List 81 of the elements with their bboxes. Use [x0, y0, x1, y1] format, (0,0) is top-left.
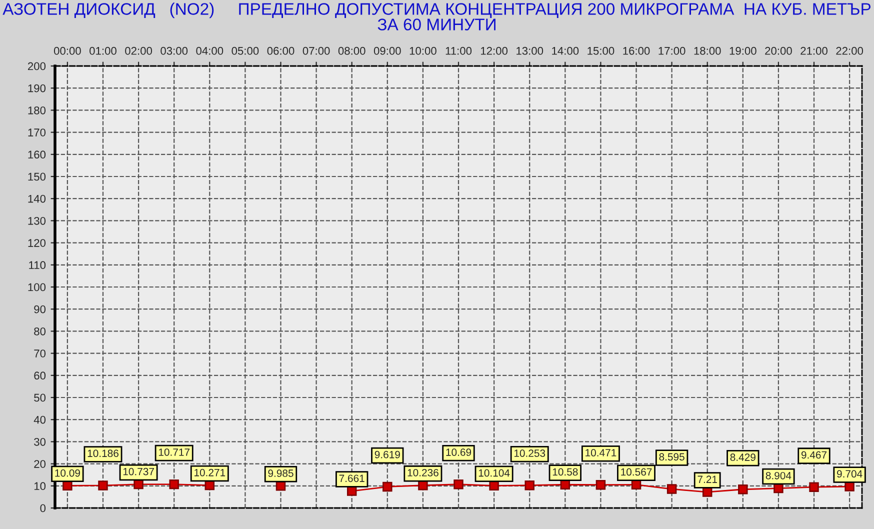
y-tick-label: 50 [34, 394, 46, 402]
data-label: 8.595 [659, 453, 684, 461]
y-tick-label: 60 [34, 372, 46, 380]
y-tick-label: 130 [28, 216, 46, 225]
x-tick-label: 15:00 [588, 46, 614, 55]
y-tick-label: 120 [28, 239, 46, 247]
data-label: 10.253 [514, 450, 546, 457]
point [596, 480, 606, 490]
x-tick-label: 11:00 [446, 46, 472, 55]
point [666, 484, 677, 494]
x-tick-label: 20:00 [765, 46, 792, 55]
y-tick-label: 0 [40, 504, 46, 512]
data-label: 10.186 [88, 450, 118, 458]
y-tick-label: 160 [28, 150, 46, 159]
x-tick-label: 08:00 [338, 46, 366, 55]
y-tick-label: 190 [28, 84, 46, 92]
x-tick-label: 14:00 [552, 46, 579, 55]
x-tick-label: 04:00 [196, 46, 224, 55]
y-tick-label: 70 [34, 350, 46, 358]
y-tick-label: 110 [29, 261, 46, 270]
y-tick-label: 90 [34, 305, 46, 314]
x-tick-label: 05:00 [232, 46, 259, 55]
data-label: 7.21 [698, 476, 717, 483]
point [98, 480, 108, 490]
data-label: 10.236 [408, 469, 438, 476]
point [454, 480, 464, 490]
x-tick-label: 01:00 [90, 46, 116, 55]
x-tick-label: 09:00 [374, 46, 401, 55]
y-tick-label: 80 [34, 327, 46, 336]
point [489, 480, 499, 491]
x-tick-label: 12:00 [480, 46, 508, 55]
data-label: 10.104 [478, 469, 510, 477]
y-tick-label: 170 [28, 128, 46, 136]
y-tick-label: 10 [34, 482, 46, 490]
data-label: 10.737 [123, 468, 154, 476]
data-label: 9.985 [268, 470, 294, 477]
data-label: 10.69 [446, 448, 472, 456]
point [844, 482, 854, 492]
point [774, 483, 784, 494]
x-tick-label: 21:00 [800, 46, 828, 55]
y-tick-label: 140 [28, 194, 46, 203]
x-tick-label: 06:00 [267, 46, 294, 55]
data-label: 10.717 [158, 448, 190, 456]
point [169, 479, 179, 490]
point [382, 482, 392, 492]
y-tick-label: 40 [34, 416, 46, 424]
point [134, 479, 144, 490]
x-tick-label: 16:00 [623, 46, 650, 55]
y-tick-label: 30 [34, 438, 46, 446]
data-label: 9.704 [837, 470, 862, 478]
data-label: 10.09 [55, 469, 80, 477]
point [738, 484, 748, 494]
point [524, 480, 534, 490]
data-label: 10.567 [621, 468, 652, 476]
x-tick-label: 19:00 [730, 46, 756, 55]
x-tick-label: 17:00 [658, 46, 686, 55]
y-tick-label: 20 [34, 460, 46, 468]
y-tick-label: 200 [28, 62, 46, 70]
data-label: 9.619 [374, 450, 400, 458]
point [418, 480, 428, 490]
x-tick-label: 03:00 [160, 46, 188, 55]
x-tick-label: 22:00 [836, 46, 864, 55]
data-label: 10.271 [194, 468, 226, 476]
y-tick-label: 150 [28, 172, 46, 181]
x-tick-label: 18:00 [694, 46, 721, 55]
x-tick-label: 02:00 [125, 46, 152, 55]
y-tick-label: 100 [28, 283, 46, 292]
point [62, 480, 72, 491]
data-label: 7.661 [339, 474, 364, 482]
data-label: 9.467 [801, 451, 827, 459]
x-tick-label: 00:00 [54, 46, 81, 55]
point [809, 482, 819, 492]
x-tick-label: 10:00 [410, 46, 436, 55]
data-label: 8.429 [730, 454, 756, 461]
data-label: 10.471 [586, 449, 616, 456]
y-tick-label: 180 [28, 106, 46, 114]
x-tick-label: 07:00 [302, 46, 330, 55]
chart-title: АЗОТЕН ДИОКСИД (NO2) ПРЕДЕЛНО ДОПУСТИМА КОНЦЕНТРАЦИЯ 200 МИКРОГРАМА НА КУБ. МЕТЪР ЗА 60 МИНУТИ [2, 2, 871, 30]
data-label: 10.58 [552, 468, 578, 476]
data-label: 8.904 [766, 472, 792, 480]
x-tick-label: 13:00 [516, 46, 544, 55]
